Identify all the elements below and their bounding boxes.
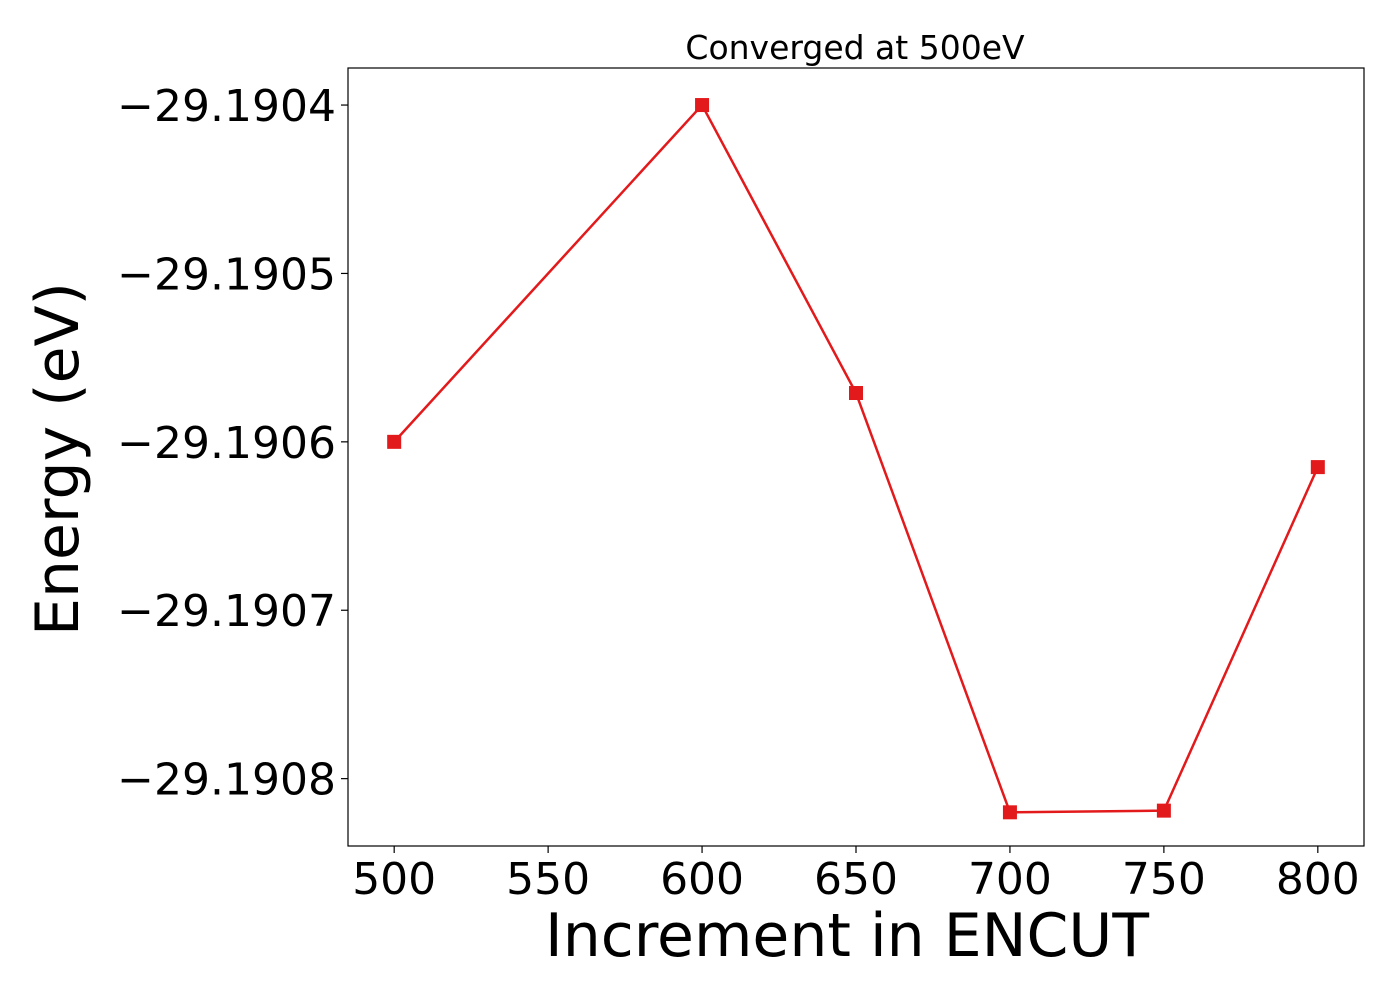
data-point-marker — [387, 434, 402, 449]
chart-title: Converged at 500eV — [685, 28, 1025, 67]
y-tick-label: −29.1906 — [117, 418, 336, 469]
y-axis-ticks: −29.1904 −29.1905 −29.1906 −29.1907 −29.1908 — [117, 81, 348, 806]
series-line — [393, 103, 1319, 814]
series-group — [387, 98, 1325, 820]
y-tick-label: −29.1907 — [117, 586, 336, 637]
x-tick-label: 800 — [1276, 854, 1360, 905]
data-point-marker — [1310, 460, 1325, 475]
x-tick-label: 550 — [506, 854, 590, 905]
data-point-marker — [1156, 803, 1171, 818]
data-point-marker — [849, 386, 863, 401]
data-point-marker — [1002, 805, 1017, 820]
y-axis-label: Energy (eV) — [23, 282, 93, 636]
x-tick-label: 700 — [968, 854, 1052, 905]
y-tick-label: −29.1908 — [117, 755, 336, 806]
x-tick-label: 650 — [814, 854, 898, 905]
x-axis-label: Increment in ENCUT — [545, 901, 1149, 971]
x-tick-label: 750 — [1122, 854, 1206, 905]
x-axis-ticks: 500 550 600 650 700 750 800 — [352, 846, 1360, 905]
y-tick-label: −29.1904 — [117, 81, 336, 132]
data-point-marker — [695, 98, 710, 113]
x-tick-label: 600 — [660, 854, 744, 905]
plot-area-frame — [347, 67, 1365, 847]
x-tick-label: 500 — [352, 854, 436, 905]
y-tick-label: −29.1905 — [117, 249, 336, 300]
